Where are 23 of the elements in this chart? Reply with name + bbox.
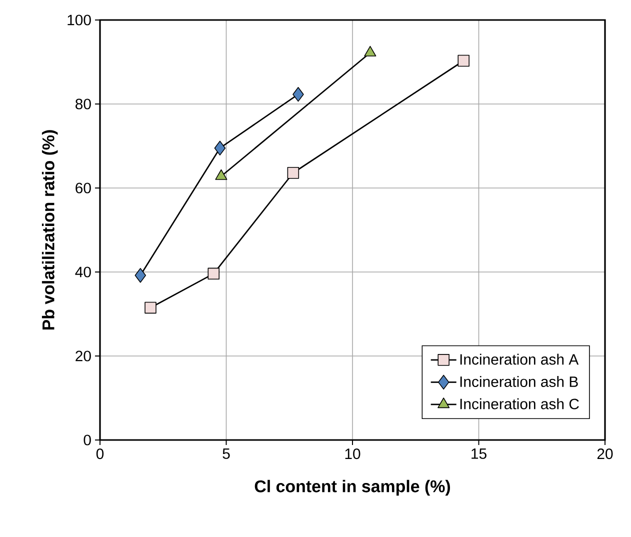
legend-label: Incineration ash A [460, 354, 579, 365]
point [208, 268, 220, 280]
y-tick-label: 20 [76, 350, 91, 362]
x-tick-label: 15 [472, 448, 486, 459]
point [144, 302, 156, 314]
y-tick-label: 40 [75, 266, 91, 278]
y-axis-title: Pb volatilization ratio (%) [42, 130, 58, 330]
y-tick-label: 60 [76, 182, 91, 194]
point [287, 167, 300, 179]
y-tick-label: 0 [84, 434, 91, 446]
y-tick-label: 100 [68, 14, 91, 26]
point [134, 268, 146, 283]
x-axis-title: Cl content in sample (%) [254, 480, 450, 496]
legend-label: Incineration ash B [460, 376, 578, 387]
point [214, 140, 226, 156]
point [458, 54, 470, 67]
y-tick-label: 80 [76, 98, 91, 110]
x-tick-label: 20 [597, 448, 613, 460]
x-tick-label: 10 [345, 448, 360, 460]
point [292, 86, 304, 102]
x-tick-label: 5 [222, 448, 230, 459]
x-tick-label: 0 [96, 448, 104, 460]
legend-label: Incineration ash C [460, 398, 579, 410]
